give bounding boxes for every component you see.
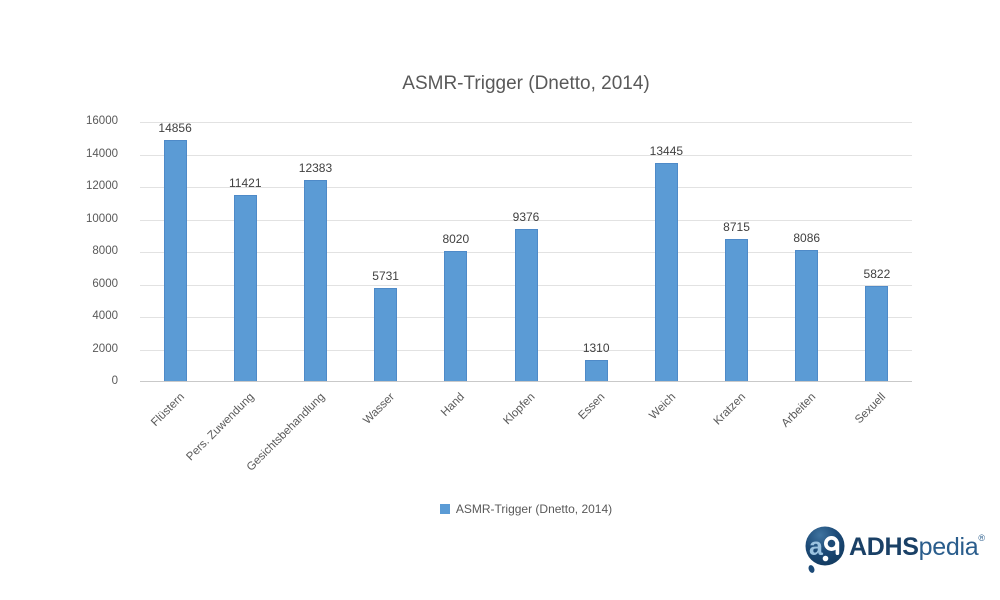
x-tick-label: Klopfen (501, 391, 538, 428)
y-tick-label: 14000 (86, 148, 118, 160)
adhspedia-logo: a ADHSpedia® (804, 526, 985, 574)
logo-wordmark: ADHSpedia® (849, 533, 985, 562)
x-tick-label: Weich (646, 391, 678, 422)
bar-value-label: 9376 (512, 210, 540, 224)
y-tick-label: 4000 (92, 310, 118, 322)
logo-text-light: pedia (918, 532, 979, 561)
bar-value-label: 5731 (372, 269, 399, 283)
x-tick-label: Essen (576, 391, 608, 423)
bar (584, 360, 608, 381)
bar-value-label: 8086 (793, 231, 821, 245)
bar-value-label: 12383 (298, 161, 333, 175)
x-tick-label: Arbeiten (779, 391, 819, 430)
gridline (140, 220, 912, 221)
legend: ASMR-Trigger (Dnetto, 2014) (140, 501, 912, 517)
bar-value-label: 5822 (863, 267, 891, 281)
x-tick-label: Kratzen (711, 391, 749, 428)
y-tick-label: 8000 (92, 245, 118, 257)
y-tick-label: 0 (111, 375, 118, 387)
y-tick-label: 12000 (86, 180, 118, 192)
gridline (140, 187, 912, 188)
svg-text:a: a (809, 533, 824, 561)
bar (865, 286, 889, 381)
adhspedia-logo-icon: a (805, 526, 845, 573)
bar (374, 288, 398, 381)
bar-value-label: 8020 (442, 232, 470, 246)
y-tick-label: 6000 (92, 278, 118, 290)
y-tick-label: 16000 (86, 115, 118, 127)
x-tick-label: Gesichtsbehandlung (244, 391, 327, 474)
x-tick-label: Sexuell (853, 391, 889, 427)
x-tick-label: Pers. Zuwendung (184, 391, 257, 464)
bar (303, 180, 327, 381)
bar (444, 251, 468, 381)
y-tick-label: 2000 (92, 343, 118, 355)
bar (233, 195, 257, 381)
bar (514, 229, 538, 381)
bar (163, 140, 187, 381)
bar (795, 250, 819, 381)
plot-area: 14856 11421 12383 5731 8020 9376 1310 13445 8715… (140, 121, 912, 382)
legend-swatch-icon (439, 504, 450, 514)
legend-label: ASMR-Trigger (Dnetto, 2014) (455, 502, 613, 516)
bar-value-label: 11421 (229, 176, 262, 190)
x-axis: Flüstern Pers. Zuwendung Gesichtsbehandlun… (140, 383, 912, 498)
bar (725, 239, 749, 381)
chart-title: ASMR-Trigger (Dnetto, 2014) (402, 73, 650, 94)
y-tick-label: 10000 (86, 213, 118, 225)
bar-value-label: 1310 (582, 341, 610, 355)
logo-text-bold: ADHS (849, 532, 919, 561)
gridline (140, 122, 912, 123)
registered-mark-icon: ® (978, 532, 985, 543)
bar-value-label: 8715 (723, 220, 750, 234)
gridline (140, 155, 912, 156)
bar-value-label: 13445 (649, 144, 684, 158)
x-tick-label: Flüstern (148, 391, 187, 429)
bar-value-label: 14856 (158, 121, 192, 135)
bar (654, 163, 678, 381)
x-tick-label: Wasser (361, 391, 398, 427)
x-tick-label: Hand (439, 391, 468, 419)
y-axis: 0 2000 4000 6000 8000 10000 12000 14000 16000 (30, 115, 128, 387)
